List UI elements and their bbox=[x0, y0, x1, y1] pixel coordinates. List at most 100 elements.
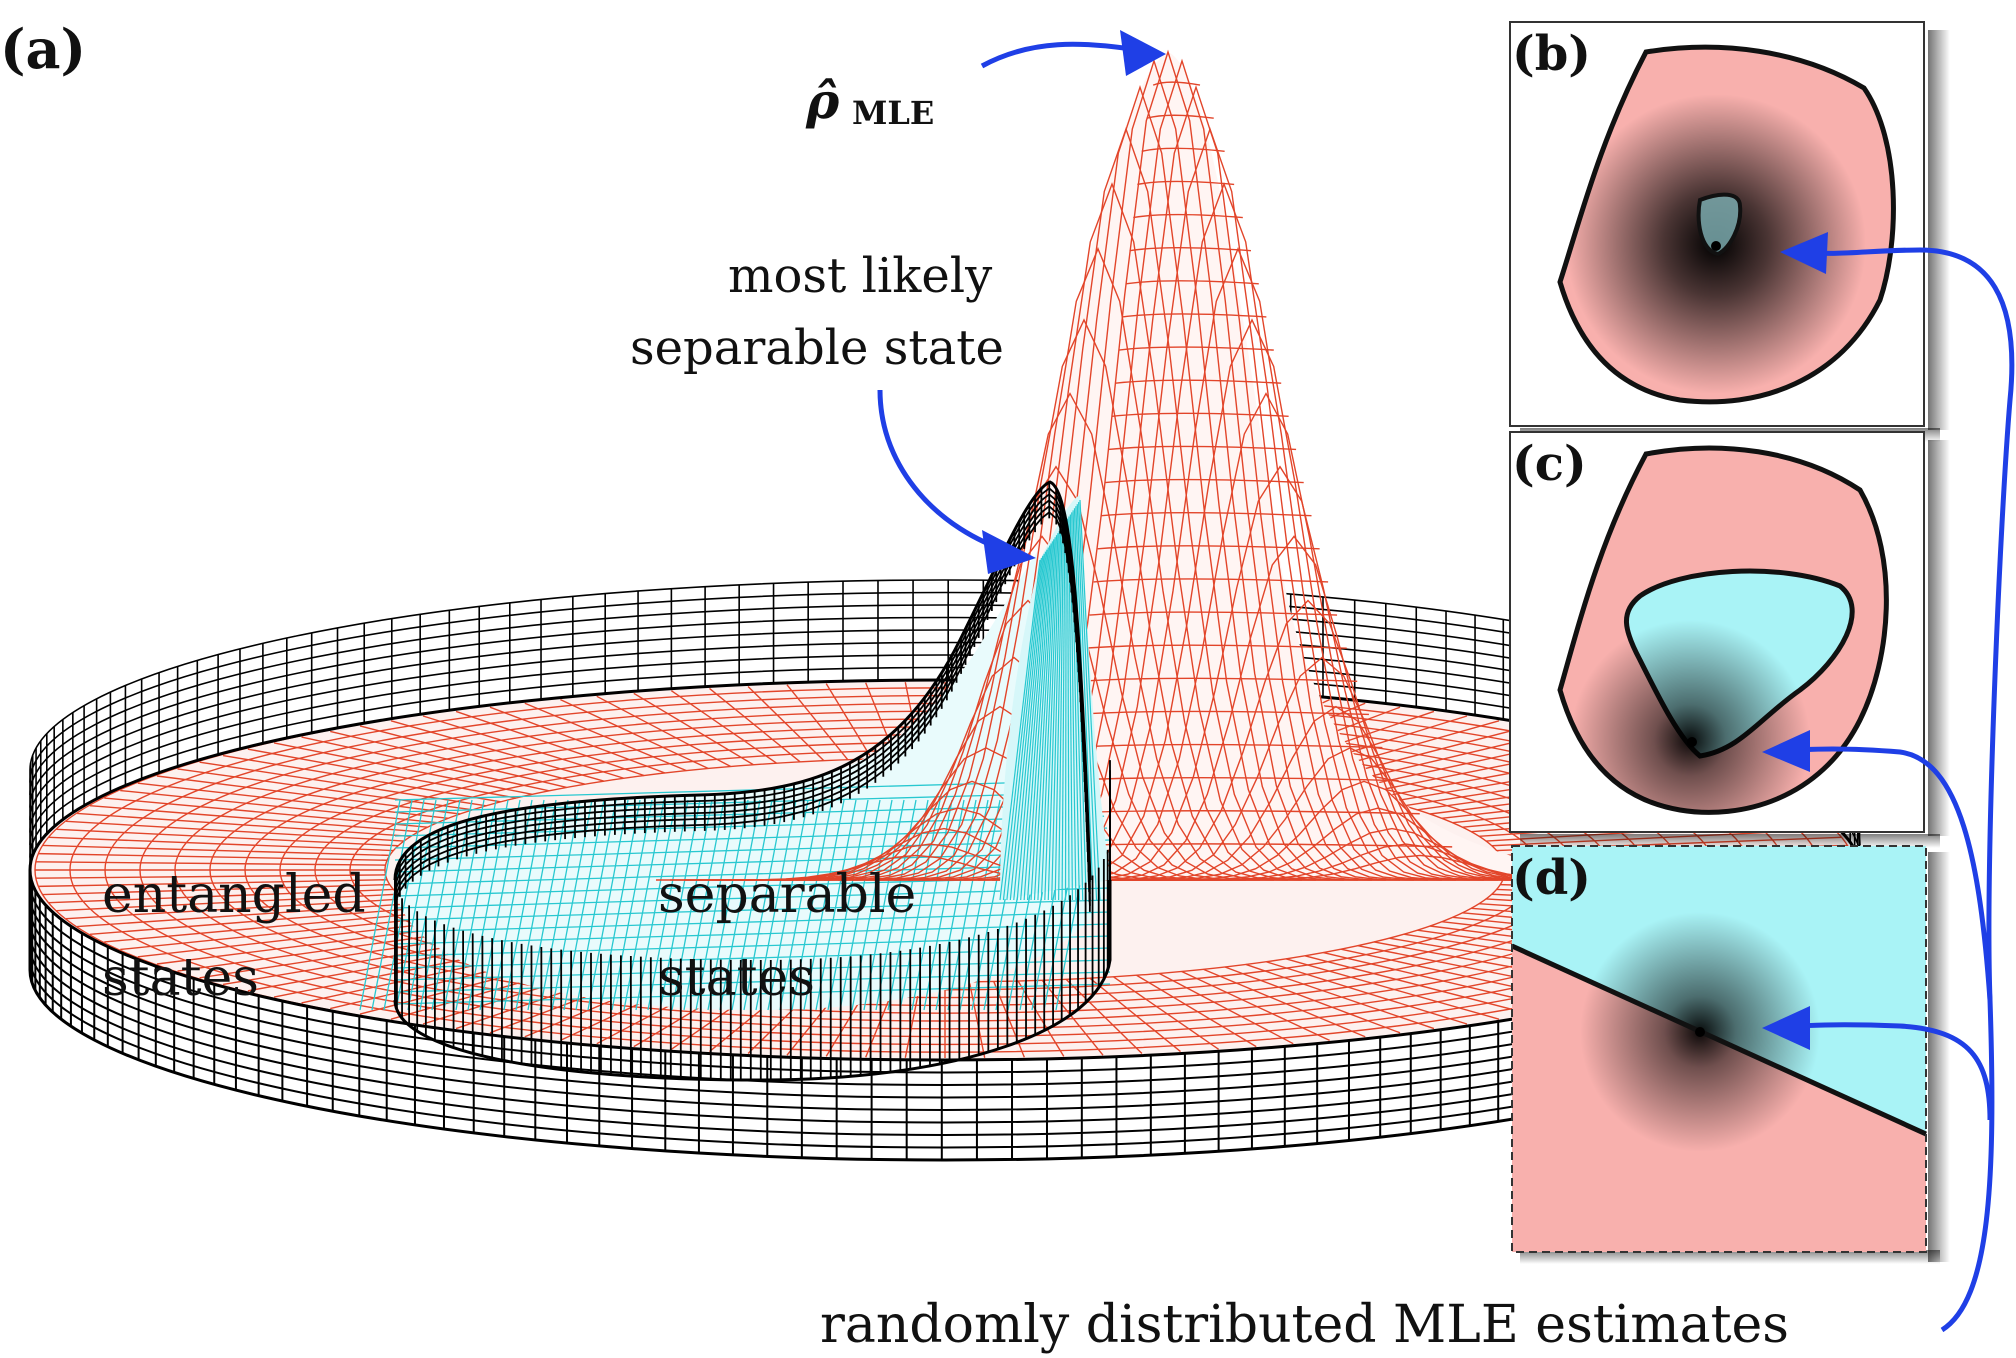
mle-peak-contour bbox=[838, 246, 1358, 881]
separable-mesh-line bbox=[779, 799, 821, 1011]
separable-label-line2: states bbox=[658, 948, 815, 1008]
separable-slope-line bbox=[1079, 499, 1101, 901]
separable-mesh-line bbox=[394, 851, 1111, 873]
mle-peak-contour bbox=[1133, 213, 1243, 219]
entangled-mesh-spoke bbox=[489, 706, 666, 774]
arrow-to-separable-state bbox=[877, 389, 1036, 574]
entangled-mesh-spoke bbox=[709, 687, 801, 763]
separable-slope-line bbox=[1066, 518, 1070, 901]
separable-mesh-line bbox=[731, 799, 773, 1011]
entangled-mesh-spoke bbox=[560, 698, 709, 770]
separable-mesh-line bbox=[431, 799, 473, 1011]
separable-mesh-line bbox=[394, 803, 1111, 825]
entangled-mesh-spoke bbox=[56, 828, 399, 847]
separable-slope-line bbox=[1013, 551, 1047, 901]
separable-mesh-line bbox=[539, 799, 581, 1011]
separable-boundary-wall bbox=[393, 480, 1112, 1082]
separable-mesh-line bbox=[791, 799, 833, 1011]
entangled-mesh-spoke bbox=[42, 883, 390, 896]
entangled-mesh-spoke bbox=[390, 720, 605, 782]
separable-slope-line bbox=[1030, 541, 1054, 901]
entangled-mesh-spoke bbox=[786, 684, 849, 761]
entangled-mesh-spoke bbox=[670, 690, 778, 764]
separable-mesh-line bbox=[947, 799, 989, 1011]
entangled-mesh-spoke bbox=[968, 981, 986, 1058]
separable-slope-line bbox=[1076, 504, 1094, 901]
entangled-mesh-spoke bbox=[825, 683, 873, 760]
entangled-mesh-spoke bbox=[747, 685, 825, 762]
separable-slope-line bbox=[999, 559, 1041, 901]
entangled-mesh-spoke bbox=[1112, 976, 1220, 1050]
separable-mesh-line bbox=[394, 839, 1111, 861]
separable-mesh-line bbox=[767, 799, 809, 1011]
arrow-to-peak bbox=[980, 30, 1166, 76]
separable-mesh-line bbox=[394, 923, 1111, 945]
separable-label-line1: separable bbox=[658, 865, 916, 925]
entangled-mesh-spoke bbox=[89, 805, 419, 833]
separable-slope-line bbox=[1026, 543, 1052, 901]
mle-peak-contour bbox=[1104, 478, 1304, 484]
separable-mesh-line bbox=[527, 799, 569, 1011]
mle-peak-contour bbox=[1101, 511, 1312, 517]
entangled-mesh-spoke bbox=[1203, 968, 1366, 1038]
separable-mesh-line bbox=[719, 799, 761, 1011]
entangled-mesh-spoke bbox=[455, 710, 645, 777]
mle-peak-contour bbox=[1097, 545, 1320, 550]
panel-d: (d) bbox=[1510, 845, 1950, 1264]
separable-slope-line bbox=[1040, 535, 1058, 901]
entangled-mesh-spoke bbox=[120, 916, 438, 951]
mle-peak-contour bbox=[1111, 412, 1289, 418]
separable-mesh-line bbox=[635, 799, 677, 1011]
separable-slope-line bbox=[1078, 502, 1098, 901]
entangled-mesh-spoke bbox=[48, 888, 394, 904]
bottom-caption: randomly distributed MLE estimates bbox=[820, 1295, 1789, 1355]
entangled-mesh-spoke bbox=[1181, 970, 1330, 1042]
mle-peak-contour bbox=[1068, 743, 1383, 749]
panel-c: (c) bbox=[1509, 431, 1950, 848]
separable-slope-line bbox=[1051, 528, 1062, 901]
mle-peak-contour bbox=[908, 49, 1428, 881]
entangled-mesh-spoke bbox=[177, 929, 473, 972]
entangled-mesh-spoke bbox=[359, 725, 586, 785]
mle-peak-contour bbox=[1146, 114, 1214, 119]
mle-peak-contour bbox=[1074, 710, 1369, 716]
mle-peak-contour bbox=[1108, 445, 1297, 451]
mle-peak-contour bbox=[1137, 180, 1235, 186]
separable-mesh-line bbox=[755, 799, 797, 1011]
mle-peak-contour bbox=[1080, 677, 1358, 682]
panel-label-a: (a) bbox=[0, 17, 86, 81]
separable-mesh-line bbox=[394, 815, 1111, 837]
mle-peak-contour bbox=[894, 58, 1414, 881]
separable-mesh-line bbox=[394, 899, 1111, 921]
mle-peak-contour bbox=[1115, 379, 1282, 384]
separable-mesh-line bbox=[394, 911, 1111, 933]
rho-subscript: MLE bbox=[852, 94, 934, 132]
panel-label-c: (c) bbox=[1512, 436, 1587, 492]
separable-mesh-line bbox=[659, 799, 701, 1011]
mle-peak-contour bbox=[1118, 346, 1274, 351]
separable-slope-line bbox=[1064, 520, 1067, 901]
entangled-mesh-spoke bbox=[1265, 961, 1468, 1025]
separable-slope-line bbox=[1002, 557, 1042, 901]
separable-mesh-line bbox=[959, 799, 1001, 1011]
separable-mesh-line bbox=[371, 799, 413, 1011]
mle-peak-contour bbox=[1034, 535, 1554, 881]
rho-symbol: ρ̂ bbox=[805, 71, 840, 130]
mle-peak-contour bbox=[1122, 313, 1267, 318]
separable-mesh-line bbox=[359, 799, 401, 1011]
entangled-mesh-spoke bbox=[65, 820, 405, 842]
separable-slope-line bbox=[1054, 526, 1063, 901]
separable-mesh-line bbox=[394, 863, 1111, 885]
entangled-mesh-spoke bbox=[596, 695, 732, 768]
separable-slope-line bbox=[1009, 553, 1045, 901]
entangled-mesh-spoke bbox=[48, 836, 394, 852]
separable-region-surface bbox=[359, 500, 1111, 1011]
mle-peak-contour bbox=[1129, 247, 1252, 252]
entangled-label-line2: states bbox=[102, 948, 259, 1008]
separable-slope-line bbox=[1044, 533, 1059, 901]
separable-mesh-line bbox=[394, 959, 1111, 981]
entangled-label-line1: entangled bbox=[102, 865, 366, 925]
separable-mesh-line bbox=[851, 799, 893, 1011]
mle-peak-contour bbox=[1152, 81, 1201, 86]
